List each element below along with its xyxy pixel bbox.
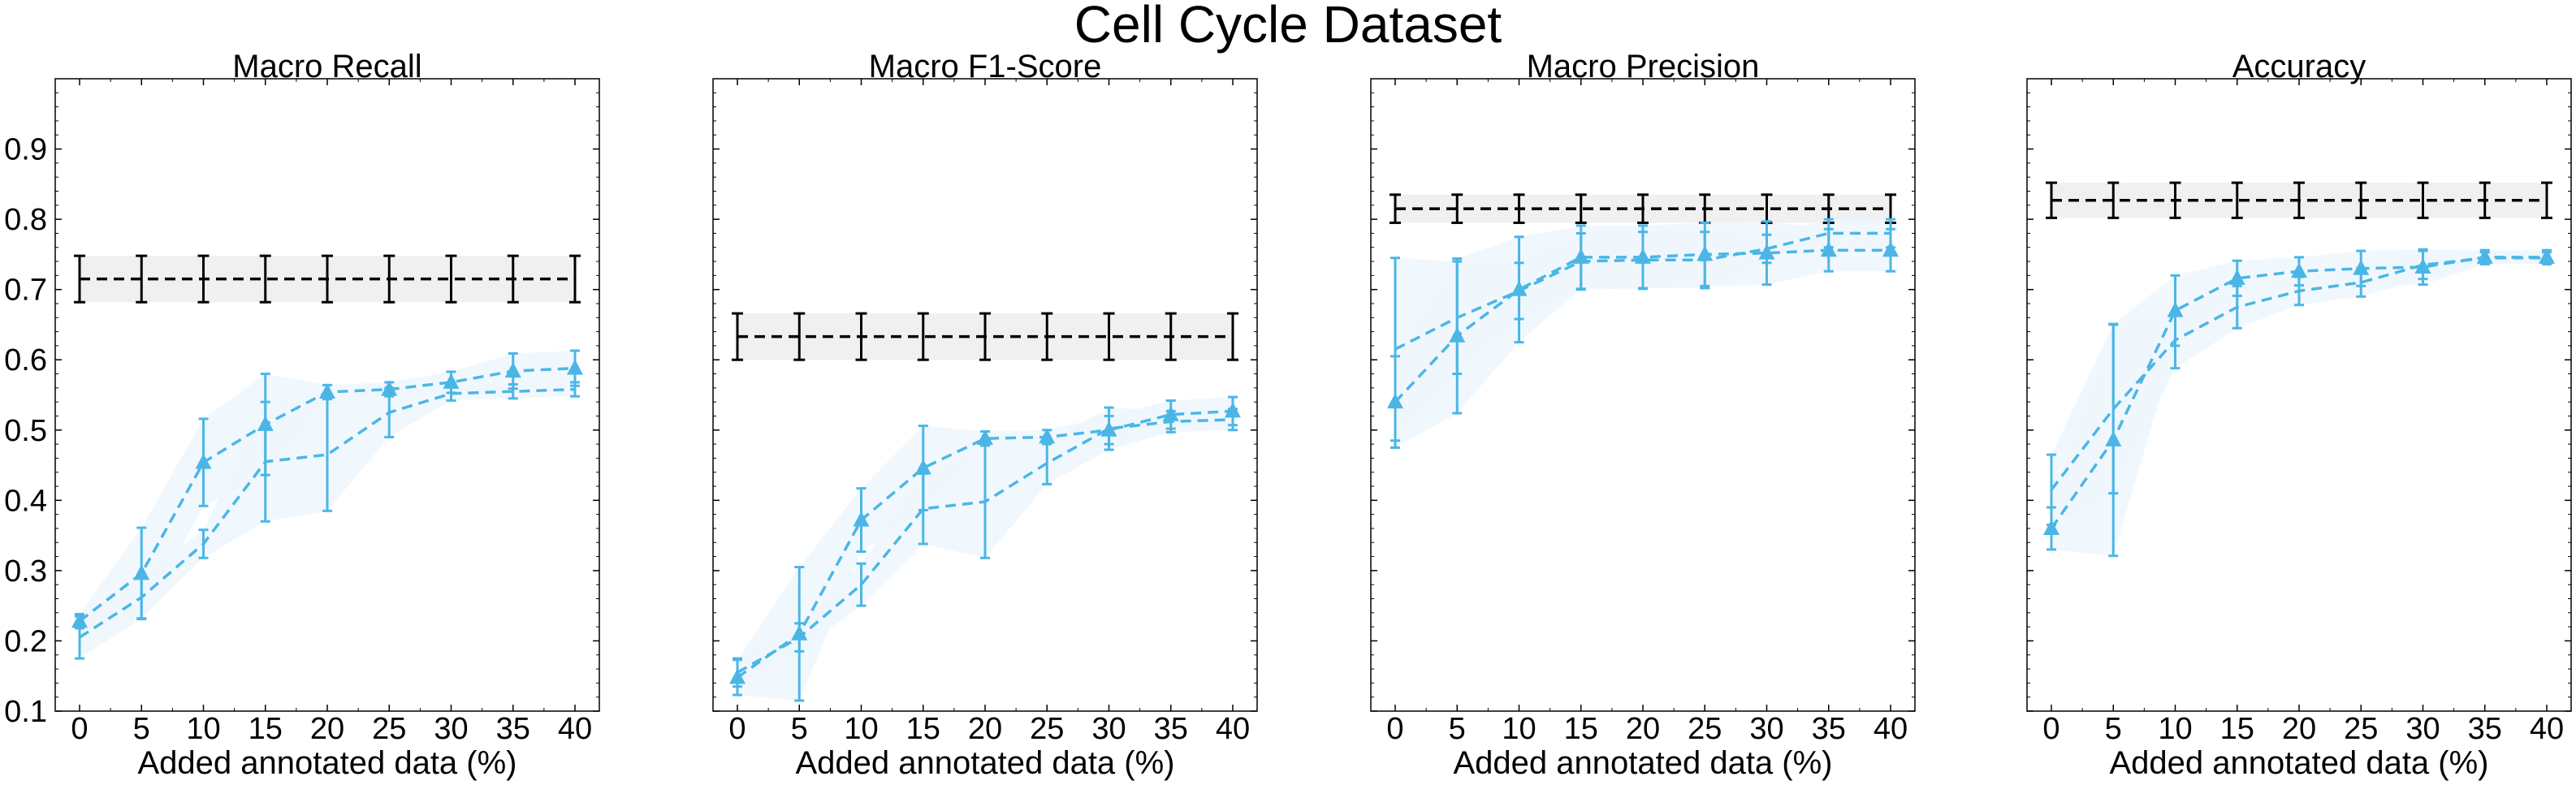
y-tick-label: 0.3 — [4, 554, 47, 589]
y-tick-label: 0.8 — [4, 203, 47, 237]
x-axis-label: Added annotated data (%) — [795, 745, 1174, 781]
plot-area — [71, 254, 583, 660]
series-point — [504, 362, 521, 378]
x-tick-label: 25 — [372, 712, 406, 746]
x-tick-label: 20 — [310, 712, 344, 746]
x-tick-label: 0 — [71, 712, 88, 746]
x-tick-label: 35 — [2468, 712, 2502, 746]
plot-area — [2043, 181, 2555, 558]
plot-area — [729, 312, 1241, 702]
x-tick-label: 40 — [2530, 712, 2564, 746]
x-tick-label: 35 — [1154, 712, 1188, 746]
x-tick-label: 15 — [2220, 712, 2254, 746]
x-tick-label: 30 — [2405, 712, 2440, 746]
x-axis-label: Added annotated data (%) — [1453, 745, 1832, 781]
x-tick-label: 40 — [1874, 712, 1908, 746]
series-point — [1039, 428, 1056, 444]
series-point — [1882, 241, 1899, 257]
x-tick-label: 30 — [1749, 712, 1783, 746]
y-tick-label: 0.9 — [4, 133, 47, 167]
series-point — [977, 429, 993, 446]
x-tick-label: 5 — [2105, 712, 2122, 746]
x-tick-label: 0 — [1386, 712, 1403, 746]
x-tick-label: 30 — [434, 712, 468, 746]
x-tick-label: 10 — [1502, 712, 1536, 746]
figure-title: Cell Cycle Dataset — [1074, 0, 1502, 54]
series-point — [2228, 269, 2245, 285]
x-axis-label: Added annotated data (%) — [137, 745, 516, 781]
y-tick-label: 0.2 — [4, 624, 47, 658]
x-tick-label: 0 — [2042, 712, 2060, 746]
x-tick-label: 25 — [2344, 712, 2378, 746]
x-tick-label: 20 — [1626, 712, 1660, 746]
x-tick-label: 0 — [728, 712, 746, 746]
x-tick-label: 10 — [2158, 712, 2192, 746]
series-line-2 — [1394, 231, 1891, 351]
x-tick-label: 35 — [496, 712, 530, 746]
series-point — [2167, 301, 2184, 317]
x-tick-label: 25 — [1030, 712, 1064, 746]
y-tick-label: 0.7 — [4, 274, 47, 308]
x-tick-label: 15 — [906, 712, 940, 746]
x-tick-label: 10 — [844, 712, 878, 746]
series-point — [853, 511, 870, 527]
x-axis-label: Added annotated data (%) — [2109, 745, 2488, 781]
x-tick-label: 5 — [133, 712, 150, 746]
x-tick-label: 5 — [791, 712, 808, 746]
series-point — [443, 373, 460, 389]
series-point — [195, 453, 212, 469]
x-tick-label: 10 — [186, 712, 220, 746]
series-point — [914, 459, 931, 475]
x-tick-label: 20 — [2282, 712, 2316, 746]
series-point — [1820, 241, 1837, 257]
plot-area — [1387, 193, 1899, 449]
series-point — [2291, 262, 2307, 278]
x-tick-label: 30 — [1091, 712, 1126, 746]
series-point — [2043, 519, 2060, 535]
y-tick-label: 0.4 — [4, 484, 47, 518]
x-tick-label: 35 — [1812, 712, 1846, 746]
x-tick-label: 40 — [558, 712, 592, 746]
y-tick-label: 0.1 — [4, 695, 47, 729]
x-tick-label: 20 — [968, 712, 1002, 746]
series-line-1 — [736, 409, 1234, 679]
series-point — [567, 359, 583, 375]
y-tick-label: 0.6 — [4, 343, 47, 377]
y-tick-label: 0.5 — [4, 414, 47, 448]
series-point — [319, 383, 335, 399]
x-tick-label: 40 — [1216, 712, 1250, 746]
x-tick-label: 15 — [249, 712, 283, 746]
x-tick-label: 15 — [1564, 712, 1598, 746]
series-line-2 — [79, 387, 576, 639]
x-tick-label: 5 — [1449, 712, 1466, 746]
x-tick-label: 25 — [1688, 712, 1722, 746]
